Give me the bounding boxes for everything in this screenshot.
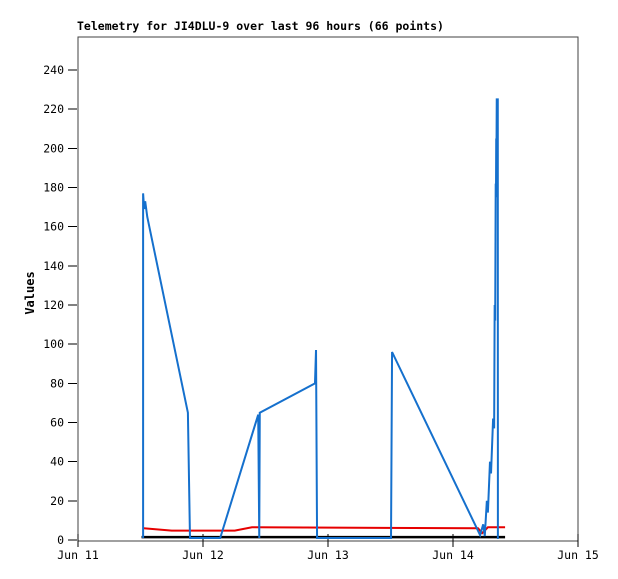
y-tick-label: 240 [43,63,64,77]
y-tick-label: 40 [50,455,64,469]
x-tick-label: Jun 11 [57,548,99,562]
y-tick-label: 80 [50,376,64,390]
y-tick-label: 140 [43,259,64,273]
y-tick-label: 120 [43,298,64,312]
y-tick-label: 20 [50,494,64,508]
series-channel-red [143,526,506,535]
y-tick-label: 220 [43,102,64,116]
y-axis-label: Values [23,271,37,315]
y-tick-label: 60 [50,416,64,430]
y-tick-label: 180 [43,181,64,195]
y-tick-label: 0 [57,533,64,547]
series-channel-blue [142,98,499,540]
y-tick-label: 200 [43,141,64,155]
x-tick-label: Jun 14 [432,548,474,562]
x-tick-label: Jun 15 [557,548,599,562]
chart-title: Telemetry for JI4DLU-9 over last 96 hour… [77,19,444,33]
y-tick-label: 100 [43,337,64,351]
x-tick-label: Jun 12 [182,548,224,562]
y-tick-label: 160 [43,220,64,234]
plot-border [77,36,579,542]
x-tick-label: Jun 13 [307,548,349,562]
